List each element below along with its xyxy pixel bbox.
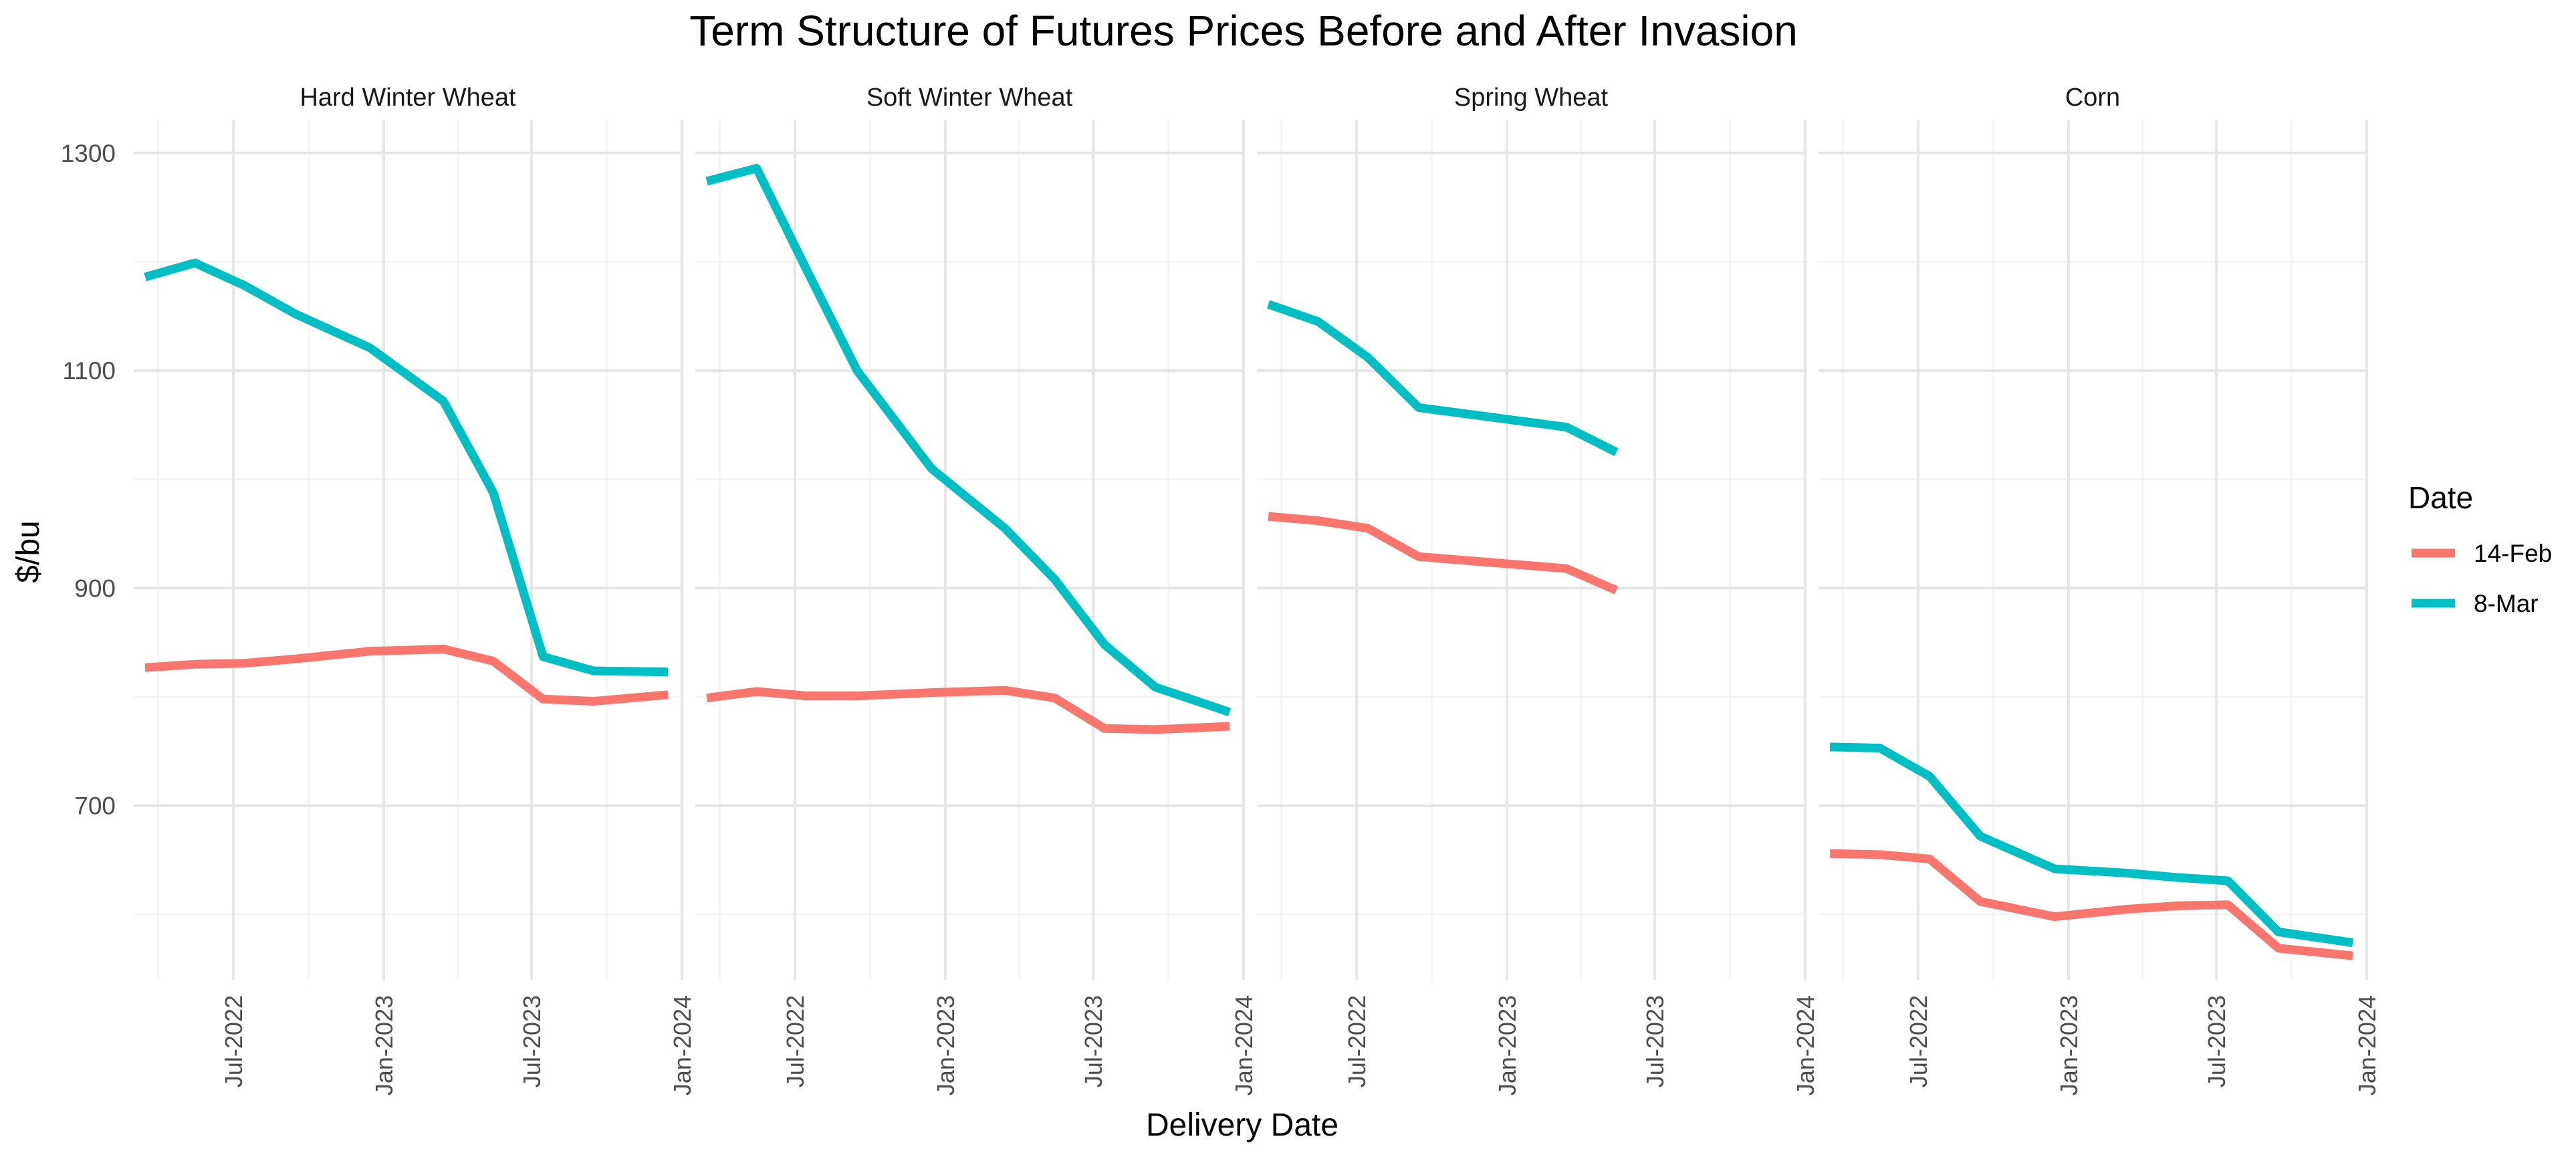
x-tick-label: Jul-2022 (1343, 995, 1371, 1087)
x-tick-label: Jan-2023 (370, 995, 398, 1095)
legend: Date 14-Feb 8-Mar (2408, 480, 2552, 617)
y-tick-label: 1300 (61, 140, 116, 167)
x-tick-label: Jul-2022 (782, 995, 809, 1087)
series-line-8-Mar (1829, 742, 2354, 948)
panel-strip-label: Corn (2065, 84, 2120, 112)
x-tick-label: Jul-2023 (518, 995, 546, 1087)
series-line-14-Feb (1829, 849, 2353, 960)
x-tick-label: Jul-2022 (1905, 995, 1932, 1087)
y-tick-label: 900 (74, 574, 116, 602)
x-tick-label: Jan-2024 (669, 995, 696, 1095)
series-line-14-Feb (1268, 512, 1619, 595)
series-line-14-Feb (706, 686, 1230, 734)
x-tick-label: Jan-2023 (2055, 995, 2083, 1095)
x-tick-label: Jan-2024 (2353, 995, 2381, 1095)
series-line-8-Mar (705, 164, 1232, 717)
panels-layer: Hard Winter Wheat Jul-2022 Jan-2023 Jul-202… (61, 84, 2381, 1095)
panel-strip-label: Spring Wheat (1454, 84, 1609, 112)
y-tick-label: 1100 (62, 357, 116, 385)
x-tick-label: Jul-2022 (220, 995, 247, 1087)
x-tick-label: Jul-2023 (1080, 995, 1107, 1087)
panel-0: Hard Winter Wheat Jul-2022 Jan-2023 Jul-202… (134, 84, 696, 1095)
panel-1: Soft Winter Wheat Jul-2022 Jan-2023 Jul-202… (695, 84, 1258, 1095)
chart-title: Term Structure of Futures Prices Before … (689, 7, 1798, 55)
x-axis-title: Delivery Date (1146, 1108, 1338, 1143)
legend-label: 14-Feb (2474, 540, 2552, 567)
x-tick-label: Jan-2024 (1230, 995, 1258, 1095)
panel-3: Corn Jul-2022 Jan-2023 Jul-2023 Jan-2024 (1819, 84, 2381, 1095)
x-tick-label: Jan-2024 (1792, 995, 1819, 1095)
series-line-14-Feb (144, 645, 669, 706)
x-tick-label: Jul-2023 (1641, 995, 1669, 1087)
series-line-8-Mar (1266, 300, 1619, 456)
panel-strip-label: Soft Winter Wheat (866, 84, 1073, 112)
panel-strip-label: Hard Winter Wheat (300, 84, 516, 112)
x-tick-label: Jul-2023 (2203, 995, 2230, 1087)
panel-2: Spring Wheat Jul-2022 Jan-2023 Jul-2023 Jan-… (1257, 84, 1819, 1095)
y-axis-title: $/bu (11, 520, 46, 583)
legend-label: 8-Mar (2474, 590, 2539, 617)
legend-title: Date (2408, 480, 2473, 515)
x-tick-label: Jan-2023 (932, 995, 959, 1095)
y-tick-label: 700 (74, 793, 116, 820)
x-tick-label: Jan-2023 (1494, 995, 1521, 1095)
series-line-8-Mar (144, 258, 669, 677)
